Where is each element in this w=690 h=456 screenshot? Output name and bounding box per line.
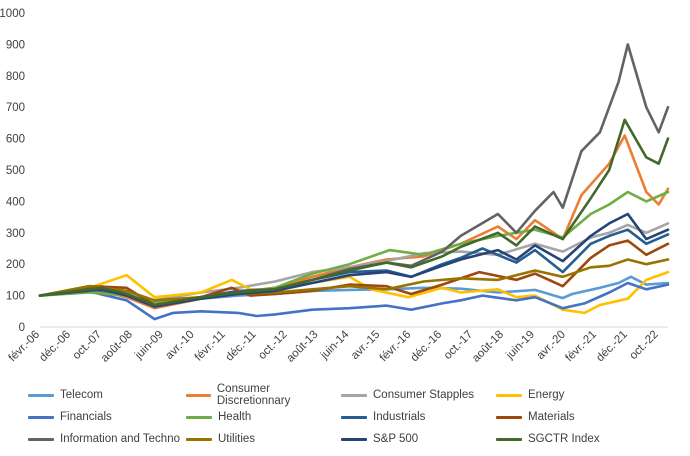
y-tick-label: 500: [6, 165, 25, 177]
legend-label: Energy: [528, 389, 565, 401]
y-tick-label: 800: [6, 71, 25, 83]
legend-item: Health: [186, 411, 341, 423]
legend-label: SGCTR Index: [528, 433, 600, 445]
x-tick-label: févr.-11: [193, 329, 228, 364]
legend-swatch: [186, 393, 211, 397]
x-tick-label: déc.-11: [224, 329, 259, 364]
x-tick-label: juin-14: [318, 328, 352, 362]
legend-swatch: [186, 415, 212, 419]
x-tick-label: févr.-21: [563, 329, 599, 365]
legend-item: Information and Techno: [28, 433, 186, 445]
legend-label: Industrials: [373, 411, 426, 423]
x-tick-label: avr.-10: [163, 329, 196, 362]
legend-item: Materials: [496, 411, 646, 423]
chart-legend: Telecom Consumer Discretionnary Consumer S…: [28, 383, 688, 450]
series-line-utilities: [38, 258, 670, 302]
y-tick-label: 100: [6, 291, 25, 303]
legend-swatch: [341, 393, 367, 397]
legend-label: Telecom: [60, 389, 103, 401]
y-tick-label: 600: [6, 134, 25, 146]
y-tick-label: 900: [6, 39, 25, 51]
y-tick-label: 0: [19, 322, 25, 334]
legend-label: Consumer Discretionnary: [216, 383, 291, 407]
x-axis-ticks: févr.-06déc.-06oct.-07août-08juin-09avr.…: [7, 328, 661, 364]
legend-label: Information and Techno: [60, 433, 180, 445]
series-lines: [38, 43, 670, 321]
legend-swatch: [496, 437, 522, 441]
legend-swatch: [341, 415, 367, 419]
legend-swatch: [496, 393, 522, 397]
series-line-sgctr-index: [38, 118, 670, 307]
series-line-information-and-techno: [38, 43, 670, 308]
x-tick-label: févr.-16: [378, 329, 414, 365]
legend-item: Telecom: [28, 389, 186, 401]
legend-label: Materials: [528, 411, 575, 423]
series-line-energy: [38, 270, 670, 315]
legend-row: Telecom Consumer Discretionnary Consumer S…: [28, 383, 688, 407]
y-axis-ticks: 0 100 200 300 400 500 600 700 800 900 1000: [0, 8, 25, 334]
series-line-health: [38, 190, 670, 304]
legend-label: Utilities: [218, 433, 256, 445]
legend-swatch: [28, 437, 54, 441]
legend-item: Utilities: [186, 433, 341, 445]
legend-swatch: [28, 415, 54, 419]
legend-row: Financials Health Industrials Materials: [28, 406, 688, 428]
legend-item: Industrials: [341, 411, 496, 423]
legend-row: Information and Techno Utilities S&P 500 SG…: [28, 428, 688, 450]
legend-item: Financials: [28, 411, 186, 423]
y-tick-label: 1000: [0, 8, 25, 20]
x-tick-label: déc.-06: [37, 329, 73, 365]
series-line-s-p-500: [38, 212, 670, 308]
x-tick-label: déc.-21: [594, 329, 630, 365]
y-tick-label: 400: [6, 196, 25, 208]
legend-item: Consumer Discretionnary: [186, 383, 341, 407]
x-tick-label: oct.-22: [627, 329, 660, 362]
legend-label: Consumer Stapples: [373, 389, 474, 401]
legend-swatch: [28, 393, 54, 397]
x-tick-label: juin-19: [503, 329, 537, 363]
legend-swatch: [496, 415, 522, 419]
series-line-financials: [38, 281, 670, 321]
legend-item: S&P 500: [341, 433, 496, 445]
y-tick-label: 300: [6, 228, 25, 240]
x-tick-label: août-18: [470, 329, 506, 365]
x-tick-label: avr.-20: [535, 329, 568, 362]
y-tick-label: 700: [6, 102, 25, 114]
x-tick-label: avr.-15: [349, 329, 382, 362]
x-tick-label: juin-09: [132, 329, 166, 363]
x-tick-label: août-08: [99, 329, 135, 365]
legend-swatch: [341, 437, 367, 441]
legend-label: Financials: [60, 411, 112, 423]
legend-label: Health: [218, 411, 252, 423]
x-tick-label: août-13: [284, 329, 320, 365]
y-tick-label: 200: [6, 259, 25, 271]
legend-item: Consumer Stapples: [341, 389, 496, 401]
legend-swatch: [186, 437, 212, 441]
x-tick-label: déc.-16: [409, 329, 445, 365]
legend-item: SGCTR Index: [496, 433, 646, 445]
legend-item: Energy: [496, 389, 646, 401]
legend-label: S&P 500: [373, 433, 419, 445]
